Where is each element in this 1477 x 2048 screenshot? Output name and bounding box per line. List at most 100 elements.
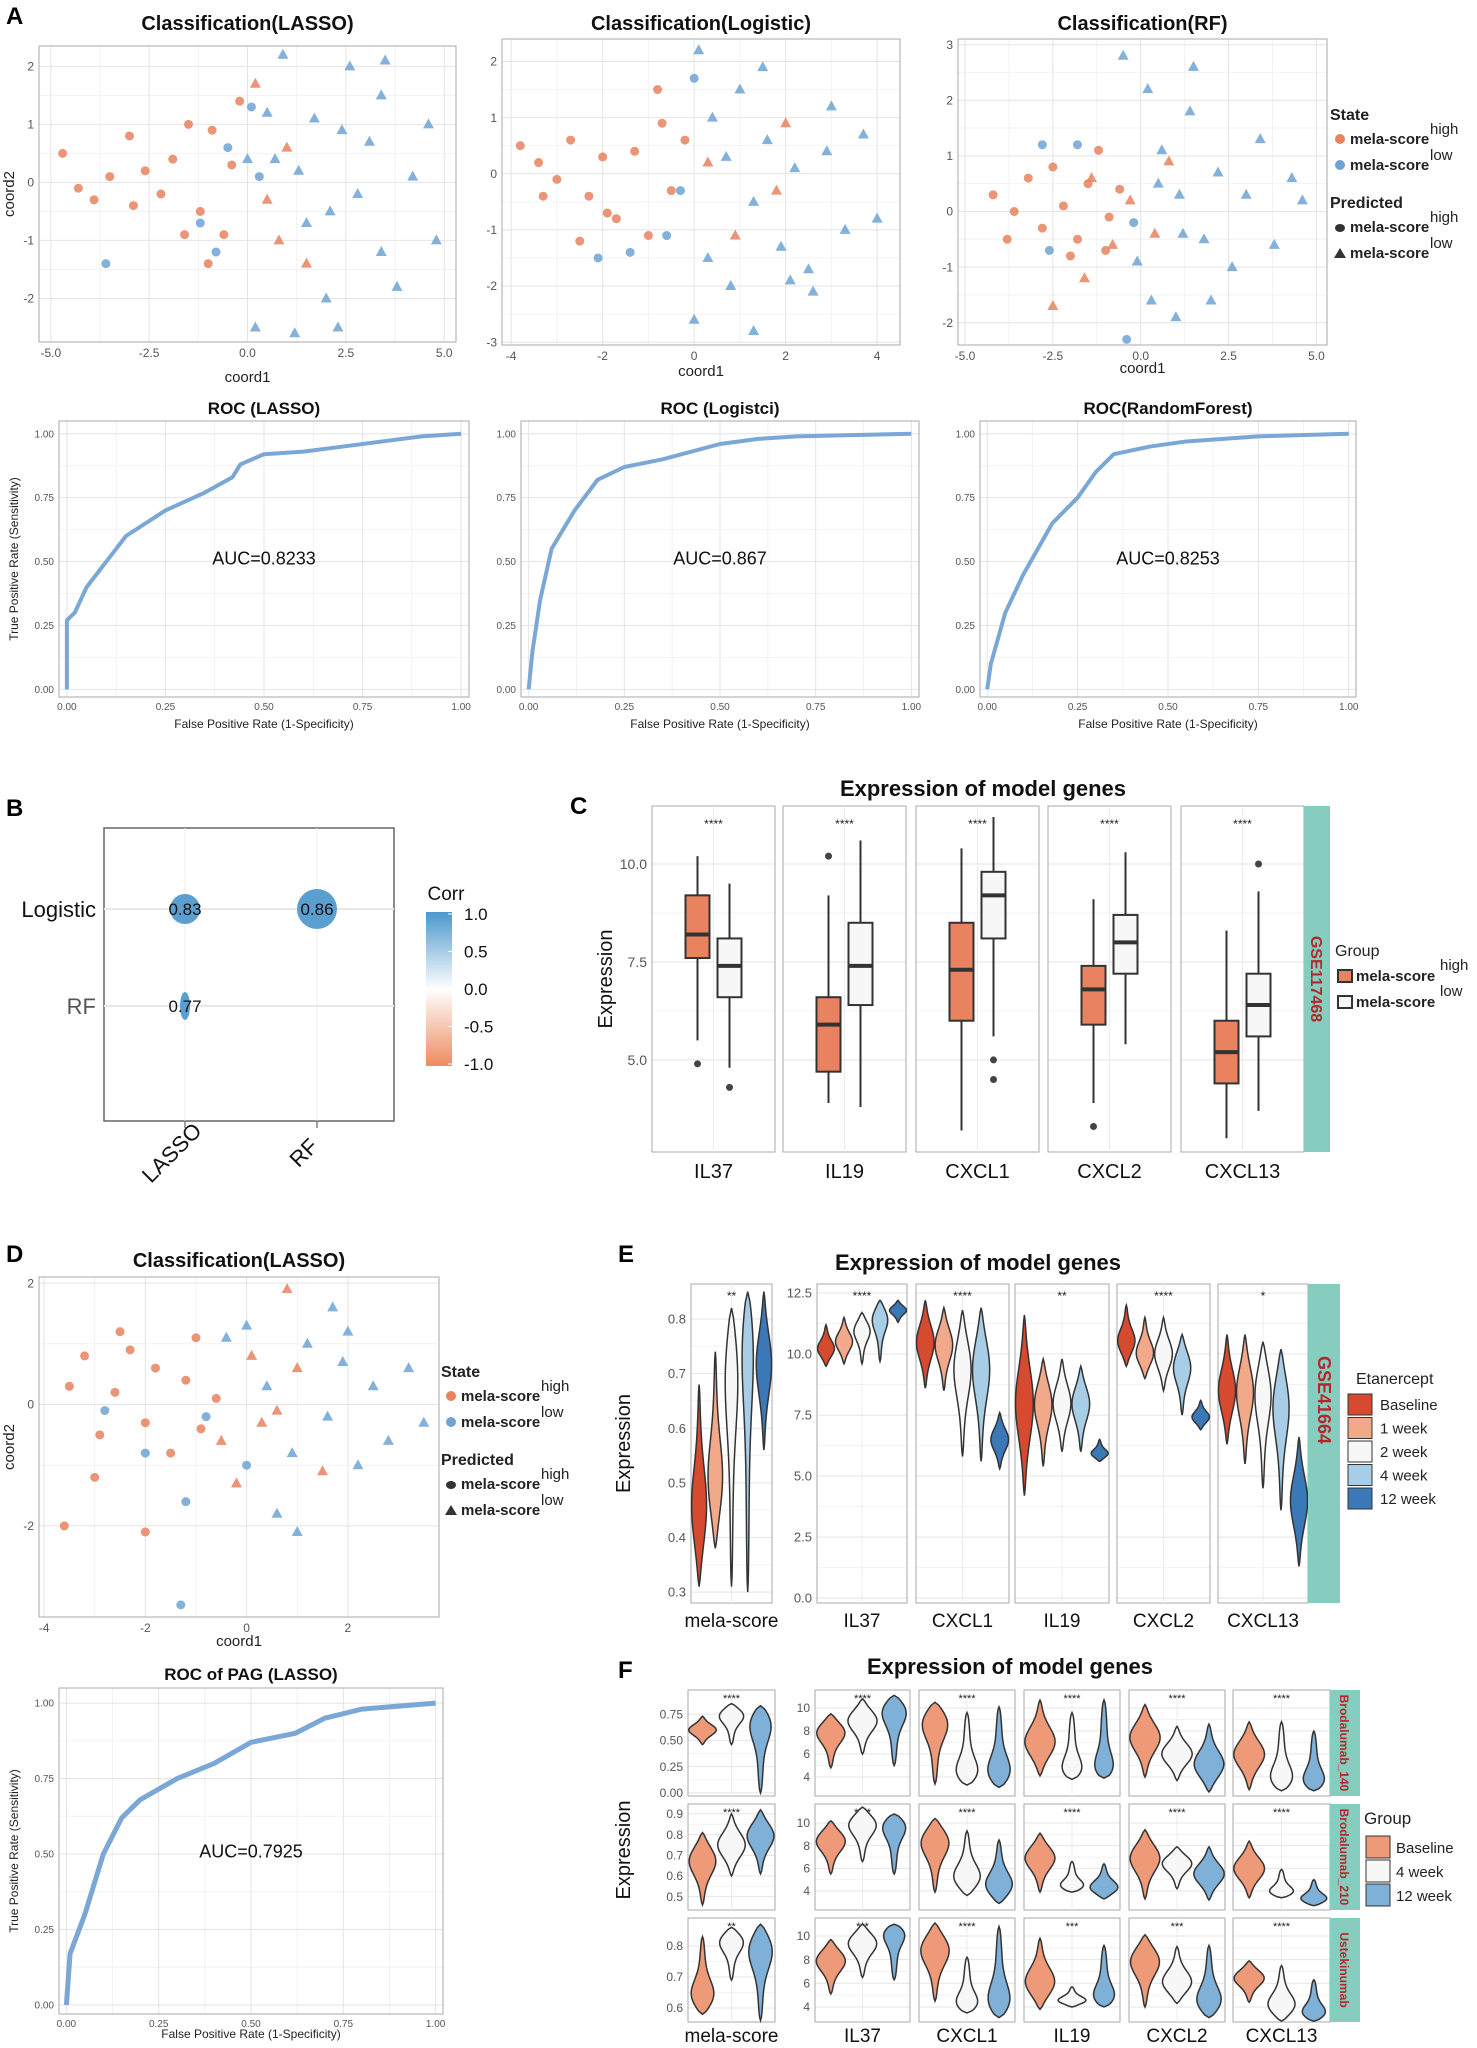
panel-border bbox=[58, 1687, 444, 2015]
legend-label: mela-score bbox=[461, 1476, 540, 1493]
scatter-point-triangle bbox=[734, 83, 746, 94]
violin bbox=[1233, 1959, 1265, 2004]
violin bbox=[848, 1806, 877, 1864]
y-tick-label: 0.75 bbox=[35, 493, 55, 504]
scatter-point-triangle bbox=[688, 313, 700, 324]
scatter-point-triangle bbox=[1163, 155, 1175, 166]
panel-border bbox=[38, 45, 457, 343]
scatter-point-triangle bbox=[249, 77, 261, 88]
chart-title: Expression of model genes bbox=[835, 1250, 1121, 1275]
x-axis-label: False Positive Rate (1-Specificity) bbox=[630, 717, 809, 731]
y-tick-label: 6 bbox=[803, 1747, 810, 1761]
scatter-point-triangle bbox=[332, 321, 344, 332]
legend-key bbox=[1337, 969, 1353, 983]
corr-value: 0.83 bbox=[168, 900, 201, 919]
scatter-point-circle bbox=[593, 253, 603, 263]
x-tick-label: 5.0 bbox=[1308, 349, 1325, 363]
scatter-point-circle bbox=[140, 1418, 150, 1428]
scatter-point-triangle bbox=[317, 1465, 329, 1476]
x-axis-label: False Positive Rate (1-Specificity) bbox=[174, 717, 353, 731]
x-tick-label: -2 bbox=[597, 349, 608, 363]
scatter-point-circle bbox=[235, 96, 245, 106]
y-tick-label: 0.00 bbox=[35, 2000, 55, 2011]
legend-key-triangle bbox=[1334, 248, 1346, 258]
scatter-point-circle bbox=[181, 1375, 191, 1385]
facet-strip bbox=[1330, 1804, 1360, 1910]
scatter-point-circle bbox=[58, 148, 68, 158]
panel-letter: E bbox=[618, 1241, 634, 1268]
y-tick-label: 0.5 bbox=[668, 1475, 686, 1490]
corr-circle bbox=[297, 889, 337, 929]
x-tick-label: 0.00 bbox=[57, 2019, 77, 2030]
y-tick-label: 0.50 bbox=[956, 557, 976, 568]
y-tick-label: 5.0 bbox=[628, 1052, 648, 1068]
y-tick-label: 0.6 bbox=[666, 2001, 683, 2015]
scatter-point-circle bbox=[207, 125, 217, 135]
x-tick-label: 0 bbox=[691, 349, 698, 363]
scatter-point-triangle bbox=[269, 153, 281, 164]
facet-strip bbox=[1308, 1284, 1340, 1603]
x-category-label: IL19 bbox=[1054, 2026, 1091, 2047]
y-tick-label: 6 bbox=[803, 1977, 810, 1991]
x-tick-label: 0.00 bbox=[519, 702, 539, 713]
scatter-point-circle bbox=[196, 1424, 206, 1434]
violin bbox=[816, 1712, 846, 1770]
violin bbox=[1193, 1845, 1225, 1902]
chart-title: Classification(LASSO) bbox=[141, 13, 353, 35]
legend-key bbox=[1335, 134, 1345, 144]
chart-title: Classification(Logistic) bbox=[591, 13, 811, 35]
legend-superscript: low bbox=[1430, 147, 1453, 164]
y-tick-label: 1 bbox=[27, 118, 34, 132]
x-tick-label: 0.75 bbox=[353, 702, 373, 713]
scatter-point-circle bbox=[538, 191, 548, 201]
plot-panel bbox=[39, 1277, 439, 1617]
scatter-point-triangle bbox=[261, 106, 273, 117]
violin bbox=[834, 1315, 854, 1366]
x-tick-label: 0.50 bbox=[254, 702, 274, 713]
violin bbox=[987, 1704, 1011, 1789]
scatter-point-circle bbox=[680, 135, 690, 145]
legend-key bbox=[1337, 995, 1353, 1009]
scatter-point-triangle bbox=[825, 100, 837, 111]
scatter-point-circle bbox=[80, 1351, 90, 1361]
scatter-point-triangle bbox=[281, 141, 293, 152]
violin bbox=[748, 1923, 773, 2024]
scatter-point-triangle bbox=[1142, 83, 1154, 94]
scatter-point-triangle bbox=[281, 1283, 293, 1294]
scatter-point-triangle bbox=[322, 1410, 334, 1421]
x-tick-label: -2.5 bbox=[139, 346, 160, 360]
scatter-point-circle bbox=[657, 118, 667, 128]
violin bbox=[953, 1829, 981, 1897]
corr-value: 0.86 bbox=[300, 900, 333, 919]
corr-value: 0.77 bbox=[168, 997, 201, 1016]
violin bbox=[1193, 1722, 1225, 1794]
scatter-point-circle bbox=[150, 1363, 160, 1373]
violin bbox=[955, 1955, 979, 2014]
violin bbox=[1024, 1698, 1056, 1778]
scatter-point-triangle bbox=[729, 229, 741, 240]
x-tick-label: 0.75 bbox=[334, 2019, 354, 2030]
scatter-point-triangle bbox=[1268, 238, 1280, 249]
x-axis-label: False Positive Rate (1-Specificity) bbox=[1078, 717, 1257, 731]
y-tick-label: 0.25 bbox=[35, 621, 55, 632]
colorbar-tick-label: -1.0 bbox=[464, 1055, 493, 1074]
facet-strip-label: GSE117468 bbox=[1307, 936, 1324, 1022]
violin bbox=[934, 1305, 954, 1391]
scatter-point-circle bbox=[64, 1381, 74, 1391]
y-tick-label: 0.25 bbox=[660, 1760, 684, 1774]
scatter-point-circle bbox=[201, 1412, 211, 1422]
scatter-point-triangle bbox=[277, 48, 289, 59]
y-tick-label: 10 bbox=[797, 1929, 811, 1943]
scatter-point-circle bbox=[675, 186, 685, 196]
significance-label: **** bbox=[958, 1693, 976, 1705]
violin bbox=[749, 1704, 772, 1796]
box-outlier bbox=[825, 852, 832, 860]
significance-label: *** bbox=[1066, 1921, 1080, 1933]
scatter-point-triangle bbox=[1254, 133, 1266, 144]
colorbar-tick-label: -0.5 bbox=[464, 1018, 493, 1037]
scatter-point-triangle bbox=[261, 193, 273, 204]
y-tick-label: 8 bbox=[803, 1724, 810, 1738]
auc-annotation: AUC=0.7925 bbox=[199, 1842, 303, 1862]
violin bbox=[1161, 1845, 1193, 1891]
